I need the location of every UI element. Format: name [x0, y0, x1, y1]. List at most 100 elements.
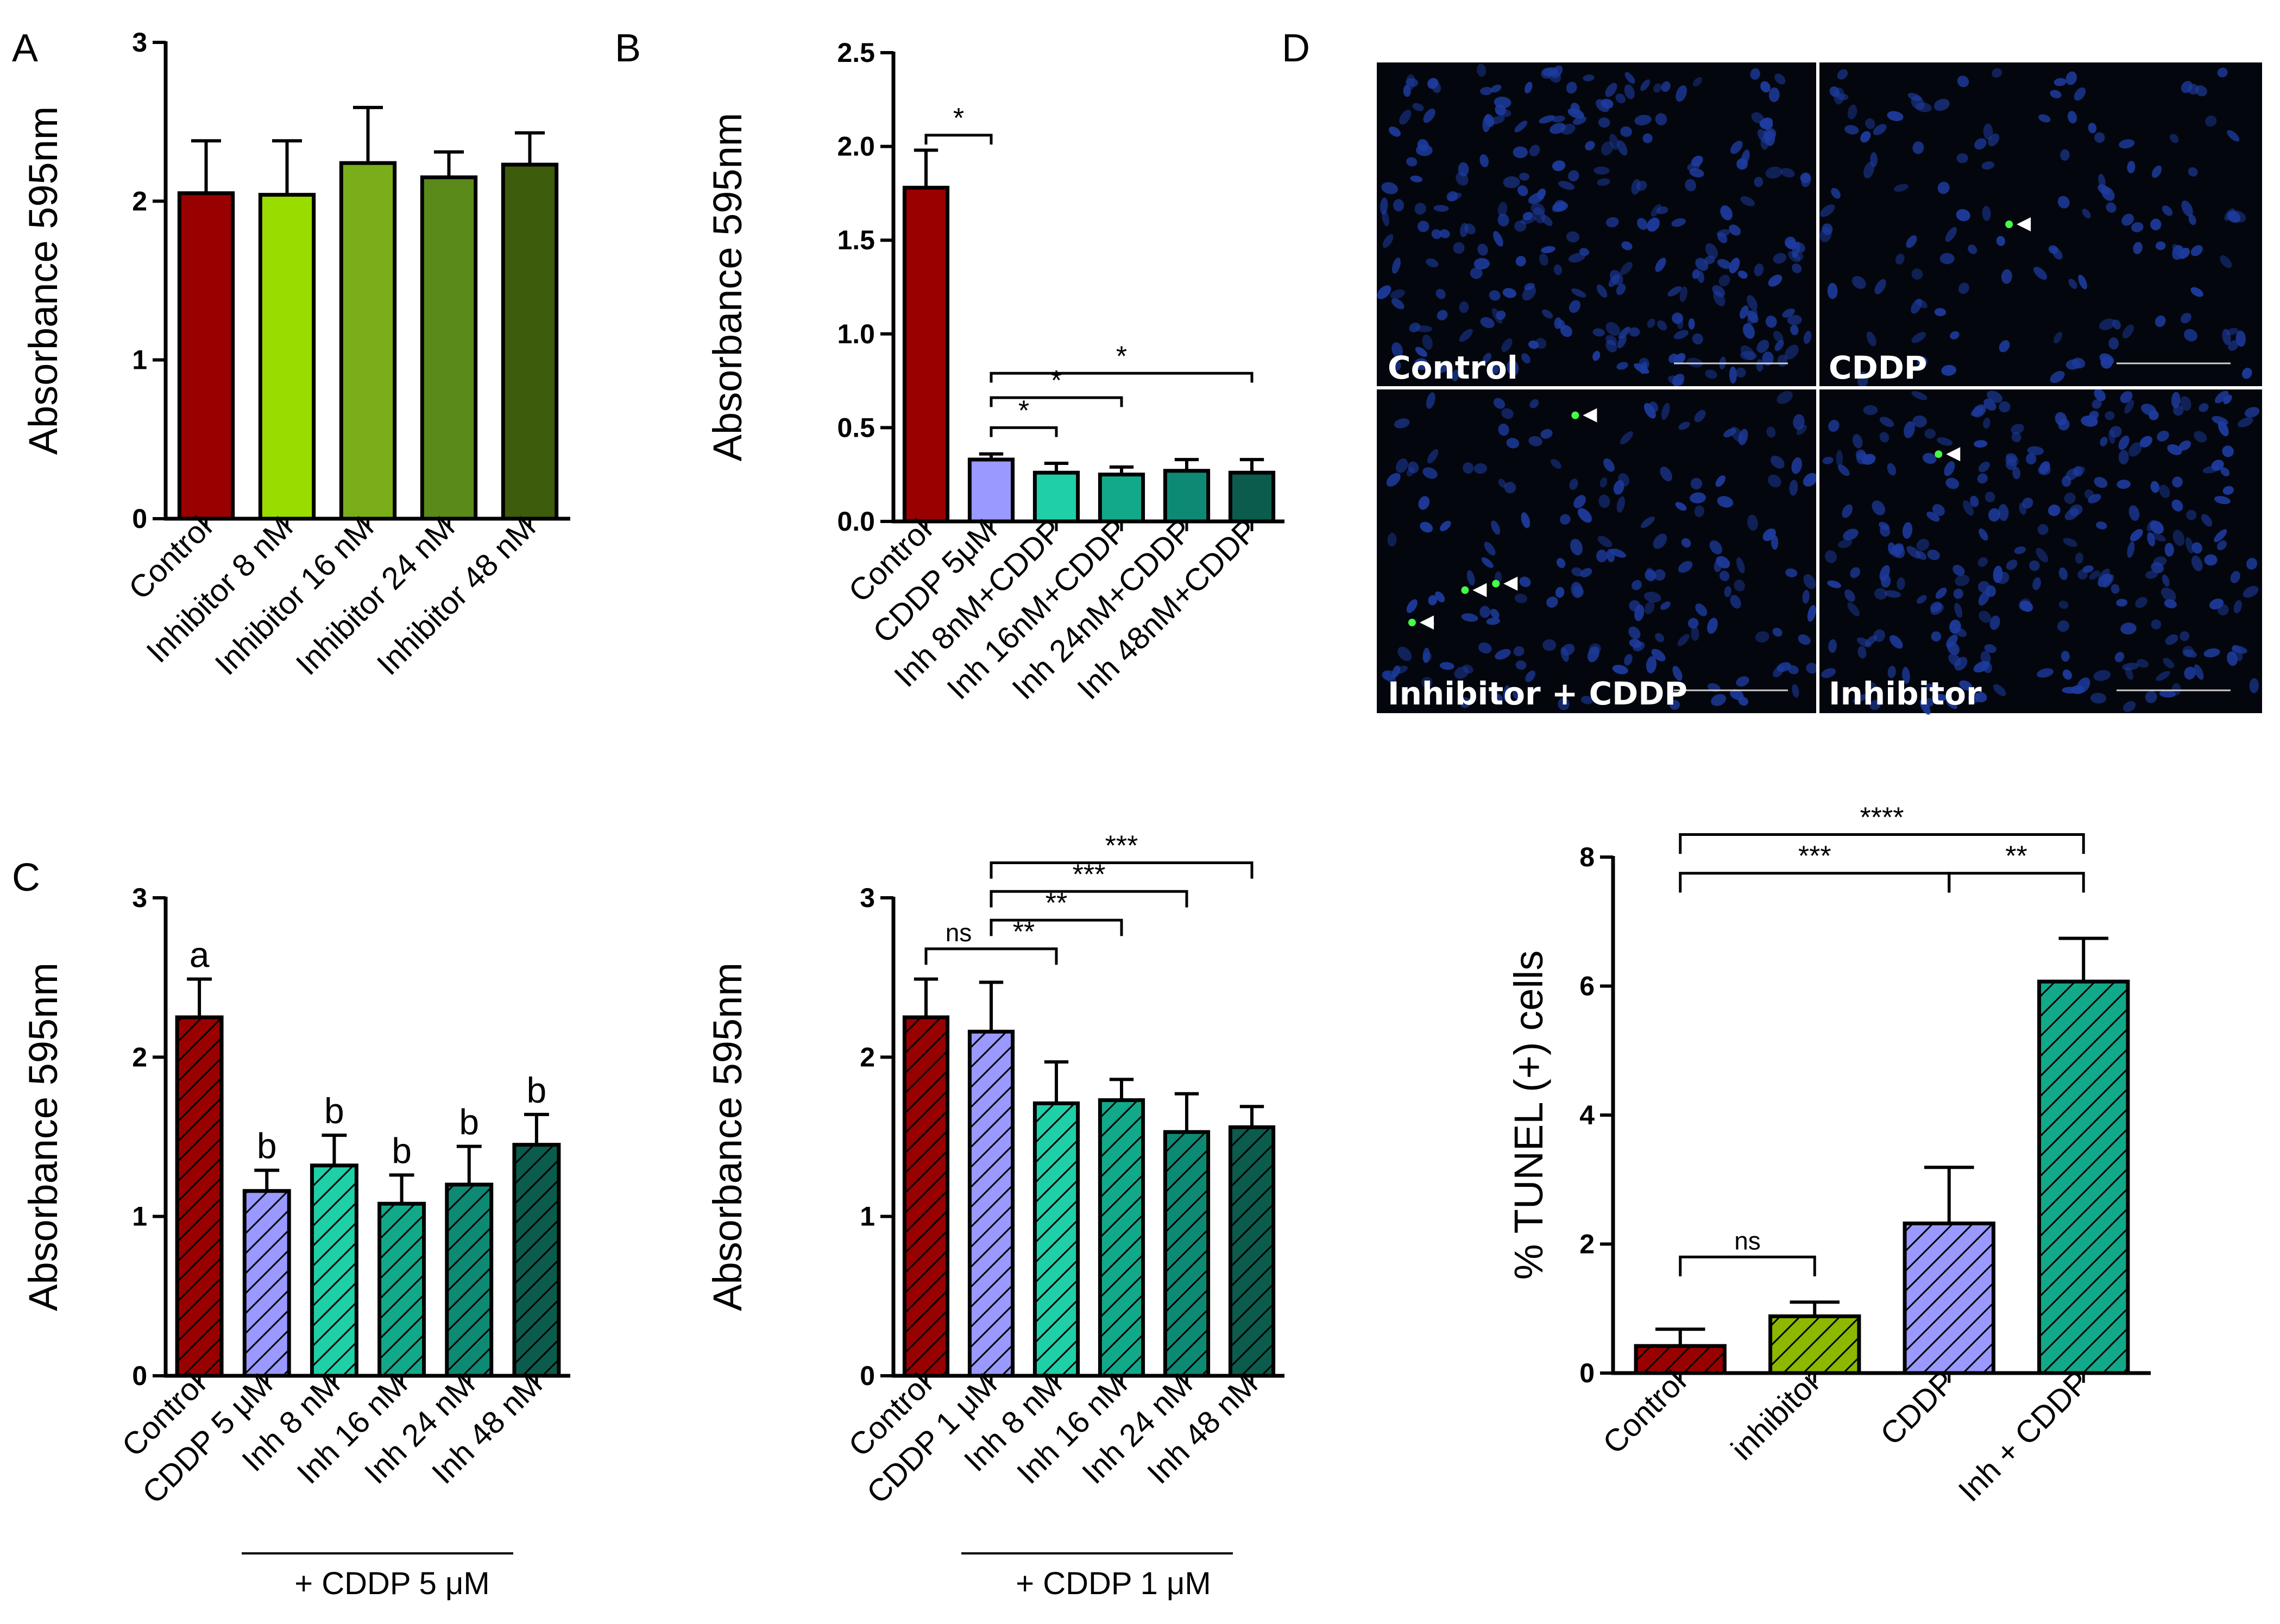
nucleus [2216, 540, 2227, 551]
nucleus [1592, 350, 1601, 361]
nucleus [2050, 90, 2062, 98]
nucleus [1552, 160, 1566, 172]
nucleus [2222, 486, 2234, 495]
y-tick-label: 1 [860, 1201, 875, 1232]
nucleus [1493, 231, 1503, 247]
nucleus [1679, 286, 1687, 303]
nucleus [1829, 86, 1840, 97]
nucleus [1491, 520, 1501, 535]
y-tick-label: 3 [132, 883, 147, 913]
nucleus [1946, 634, 1958, 648]
nucleus [1742, 323, 1755, 339]
nucleus [1767, 474, 1781, 488]
nucleus [2228, 340, 2239, 351]
nucleus [1724, 586, 1731, 597]
bar-inh-8-nm [310, 1163, 358, 1378]
nucleus [1953, 564, 1965, 576]
nucleus [1431, 81, 1441, 93]
nucleus [1957, 75, 1969, 87]
nucleus [1668, 375, 1684, 386]
significance-bracket [924, 947, 991, 965]
nucleus [2128, 442, 2142, 457]
nucleus [1716, 229, 1730, 237]
nucleus [1977, 473, 1988, 484]
nucleus [1843, 528, 1859, 540]
nucleus [1596, 549, 1608, 563]
nucleus [1460, 223, 1469, 237]
nucleus [1962, 500, 1974, 516]
nucleus [1927, 549, 1940, 561]
nucleus [1906, 235, 1917, 248]
nucleus [1917, 356, 1928, 367]
significance-bracket [1948, 872, 2085, 893]
nucleus [2078, 274, 2087, 289]
nucleus [1529, 144, 1540, 156]
nucleus [1435, 591, 1445, 602]
nucleus [1881, 575, 1891, 588]
nucleus [1955, 627, 1967, 637]
micrograph-cddp [1819, 67, 2252, 388]
nucleus [1935, 587, 1947, 599]
nucleus [1473, 258, 1490, 270]
nucleus [1789, 480, 1798, 496]
nucleus [1930, 601, 1942, 613]
nucleus [1685, 179, 1697, 192]
nucleus [1716, 556, 1730, 569]
nucleus [2172, 245, 2184, 260]
nucleus [1773, 253, 1787, 264]
nucleus [1777, 662, 1791, 672]
nucleus [2074, 87, 2086, 101]
nucleus [1750, 68, 1760, 80]
nucleus [2019, 502, 2026, 515]
nucleus [1395, 458, 1408, 473]
nucleus [1712, 285, 1725, 297]
nucleus [2018, 598, 2031, 611]
nucleus [1806, 663, 1818, 674]
nucleus [1605, 322, 1621, 336]
nucleus [1982, 661, 1993, 673]
nucleus [1522, 211, 1533, 221]
nucleus [2188, 214, 2196, 225]
nucleus [1403, 85, 1411, 97]
y-tick-label: 2 [132, 186, 147, 216]
bar-inhibitor-8-nm [258, 193, 316, 521]
nucleus [1415, 347, 1427, 357]
nucleus [2026, 453, 2037, 465]
y-tick-label: 0.0 [837, 506, 875, 537]
bar-inh-8-nm [1032, 1101, 1080, 1378]
nucleus [1924, 698, 1934, 707]
nucleus [2147, 532, 2156, 547]
nucleus [2159, 484, 2170, 499]
nucleus [2217, 67, 2228, 78]
nucleus [2048, 504, 2061, 517]
bar-inh-16-nm [377, 1201, 426, 1378]
nucleus [1418, 496, 1430, 510]
nucleus [1599, 477, 1608, 488]
nucleus [1774, 340, 1784, 351]
nucleus [2057, 620, 2069, 632]
nucleus [2195, 85, 2207, 97]
nucleus [1637, 218, 1648, 230]
nucleus [1477, 64, 1487, 77]
nucleus [2151, 619, 2162, 630]
nucleus [2058, 567, 2068, 580]
nucleus [1791, 457, 1802, 474]
nucleus [2246, 558, 2258, 570]
nucleus [2194, 431, 2207, 443]
nucleus [1555, 587, 1565, 598]
nucleus [1807, 605, 1816, 622]
nucleus [2089, 411, 2099, 420]
nucleus [1632, 580, 1642, 590]
nucleus [2124, 400, 2134, 414]
nucleus [1945, 477, 1960, 489]
nucleus [1970, 495, 1979, 507]
nucleus [1461, 613, 1478, 622]
nucleus [1837, 464, 1850, 476]
nucleus [1705, 243, 1718, 259]
nucleus [1831, 187, 1841, 199]
nucleus [2106, 202, 2117, 213]
nucleus [1919, 700, 1931, 715]
nucleus [1542, 309, 1553, 319]
nucleus [1517, 185, 1528, 196]
nucleus [1620, 261, 1633, 275]
